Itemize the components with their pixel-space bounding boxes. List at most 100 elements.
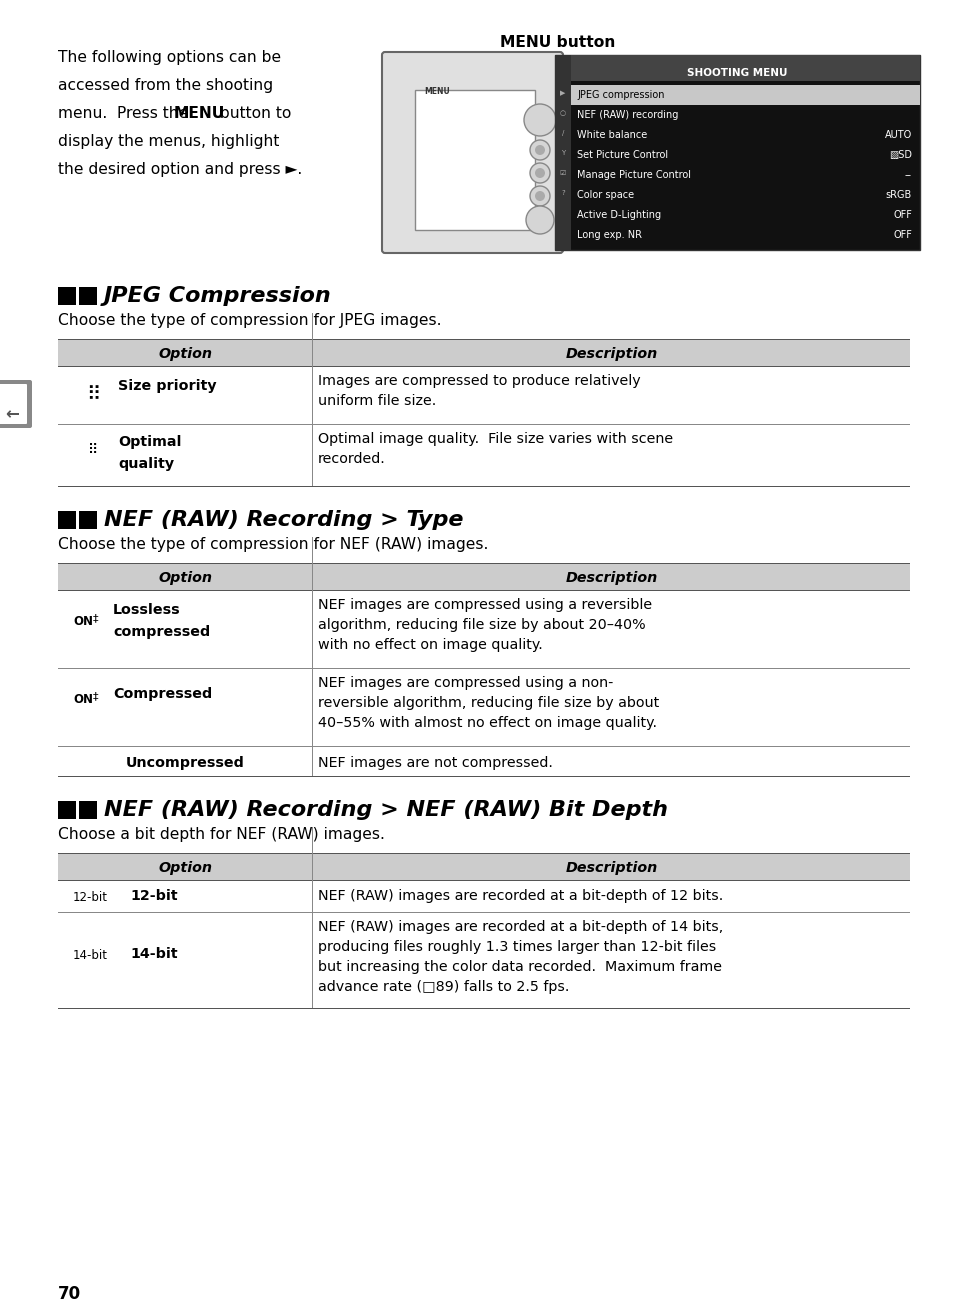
Bar xyxy=(312,854,314,1009)
Text: 70: 70 xyxy=(58,1285,81,1303)
Text: but increasing the color data recorded.  Maximum frame: but increasing the color data recorded. … xyxy=(317,961,721,974)
Text: 40–55% with almost no effect on image quality.: 40–55% with almost no effect on image qu… xyxy=(317,716,657,731)
Text: JPEG Compression: JPEG Compression xyxy=(104,286,332,306)
Text: Long exp. NR: Long exp. NR xyxy=(577,230,641,240)
Text: NEF (RAW) recording: NEF (RAW) recording xyxy=(577,110,678,120)
Text: NEF images are compressed using a reversible: NEF images are compressed using a revers… xyxy=(317,598,652,612)
Text: quality: quality xyxy=(118,457,174,470)
Text: /: / xyxy=(561,130,563,137)
Bar xyxy=(58,511,76,530)
Bar xyxy=(58,775,909,777)
Bar xyxy=(58,912,909,913)
Text: Choose the type of compression for NEF (RAW) images.: Choose the type of compression for NEF (… xyxy=(58,537,488,552)
Text: accessed from the shooting: accessed from the shooting xyxy=(58,78,273,93)
Text: OFF: OFF xyxy=(892,210,911,219)
Text: Description: Description xyxy=(565,347,657,361)
Circle shape xyxy=(530,141,550,160)
Circle shape xyxy=(530,187,550,206)
Text: compressed: compressed xyxy=(112,625,210,639)
Text: 14-bit: 14-bit xyxy=(73,949,108,962)
Text: White balance: White balance xyxy=(577,130,646,141)
Text: 12-bit: 12-bit xyxy=(130,890,177,903)
Bar xyxy=(58,854,909,880)
Text: ON: ON xyxy=(73,615,92,628)
Text: NEF (RAW) Recording > NEF (RAW) Bit Depth: NEF (RAW) Recording > NEF (RAW) Bit Dept… xyxy=(104,800,667,820)
Text: MENU: MENU xyxy=(424,87,450,96)
Text: ←: ← xyxy=(5,405,19,423)
Text: ⠿: ⠿ xyxy=(88,443,98,457)
Bar xyxy=(58,562,909,564)
Bar xyxy=(79,286,97,305)
Circle shape xyxy=(535,191,544,201)
Bar xyxy=(312,827,314,854)
Bar xyxy=(58,485,909,487)
Text: Option: Option xyxy=(158,861,213,875)
Text: ?: ? xyxy=(560,191,564,196)
Text: NEF images are compressed using a non-: NEF images are compressed using a non- xyxy=(317,675,613,690)
Text: 12-bit: 12-bit xyxy=(73,891,108,904)
Text: NEF images are not compressed.: NEF images are not compressed. xyxy=(317,756,553,770)
Circle shape xyxy=(535,145,544,155)
Bar xyxy=(312,340,314,487)
Bar xyxy=(555,55,919,250)
Text: ‡: ‡ xyxy=(92,614,98,623)
Bar xyxy=(58,340,909,367)
Bar xyxy=(555,55,919,81)
Circle shape xyxy=(535,168,544,177)
Text: MENU: MENU xyxy=(173,106,225,121)
Circle shape xyxy=(525,206,554,234)
Text: Choose the type of compression for JPEG images.: Choose the type of compression for JPEG … xyxy=(58,313,441,328)
Text: Size priority: Size priority xyxy=(118,378,216,393)
Text: with no effect on image quality.: with no effect on image quality. xyxy=(317,639,542,652)
Text: ▶: ▶ xyxy=(559,89,565,96)
Text: uniform file size.: uniform file size. xyxy=(317,394,436,409)
Bar xyxy=(58,853,909,854)
Bar xyxy=(58,286,76,305)
Text: Optimal: Optimal xyxy=(118,435,181,449)
Bar xyxy=(58,802,76,819)
Text: Images are compressed to produce relatively: Images are compressed to produce relativ… xyxy=(317,374,640,388)
Bar xyxy=(58,1008,909,1009)
Text: producing files roughly 1.3 times larger than 12-bit files: producing files roughly 1.3 times larger… xyxy=(317,940,716,954)
Text: Description: Description xyxy=(565,572,657,585)
Circle shape xyxy=(530,163,550,183)
Bar xyxy=(58,564,909,591)
Bar xyxy=(58,745,909,746)
Bar xyxy=(58,668,909,669)
Text: reversible algorithm, reducing file size by about: reversible algorithm, reducing file size… xyxy=(317,696,659,710)
Bar xyxy=(312,537,314,564)
Text: Manage Picture Control: Manage Picture Control xyxy=(577,170,690,180)
Bar xyxy=(58,339,909,340)
Text: ☑: ☑ xyxy=(559,170,565,176)
Circle shape xyxy=(523,104,556,137)
FancyBboxPatch shape xyxy=(0,384,27,424)
Text: ○: ○ xyxy=(559,110,565,116)
Text: MENU button: MENU button xyxy=(499,35,615,50)
Text: OFF: OFF xyxy=(892,230,911,240)
Text: sRGB: sRGB xyxy=(884,191,911,200)
Text: Active D-Lighting: Active D-Lighting xyxy=(577,210,660,219)
Bar xyxy=(79,511,97,530)
Text: Set Picture Control: Set Picture Control xyxy=(577,150,667,160)
Bar xyxy=(415,89,535,230)
Bar xyxy=(58,365,909,367)
Text: ⠿: ⠿ xyxy=(86,385,100,403)
Text: AUTO: AUTO xyxy=(883,130,911,141)
FancyBboxPatch shape xyxy=(0,380,32,428)
Text: NEF (RAW) images are recorded at a bit-depth of 12 bits.: NEF (RAW) images are recorded at a bit-d… xyxy=(317,890,722,903)
Text: NEF (RAW) images are recorded at a bit-depth of 14 bits,: NEF (RAW) images are recorded at a bit-d… xyxy=(317,920,722,934)
Bar xyxy=(555,55,571,250)
Bar xyxy=(312,564,314,777)
Text: Choose a bit depth for NEF (RAW) images.: Choose a bit depth for NEF (RAW) images. xyxy=(58,827,384,842)
Bar xyxy=(58,423,909,424)
Text: menu.  Press the: menu. Press the xyxy=(58,106,193,121)
FancyBboxPatch shape xyxy=(381,53,562,254)
Text: NEF (RAW) Recording > Type: NEF (RAW) Recording > Type xyxy=(104,510,463,530)
Text: JPEG compression: JPEG compression xyxy=(577,89,664,100)
Text: advance rate (□89) falls to 2.5 fps.: advance rate (□89) falls to 2.5 fps. xyxy=(317,980,569,993)
Text: Compressed: Compressed xyxy=(112,687,212,700)
Text: Color space: Color space xyxy=(577,191,634,200)
Text: SHOOTING MENU: SHOOTING MENU xyxy=(686,68,787,78)
Text: ▨SD: ▨SD xyxy=(888,150,911,160)
Text: 14-bit: 14-bit xyxy=(130,947,177,961)
